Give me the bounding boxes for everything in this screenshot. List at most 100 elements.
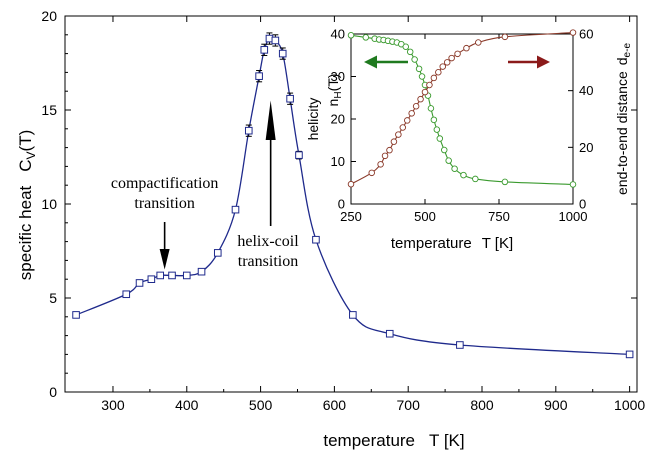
end-to-end-point xyxy=(386,146,393,154)
inset-right-tick-label: 0 xyxy=(579,197,586,212)
inset-right-tick-label: 60 xyxy=(579,27,593,42)
annotation-line: transition xyxy=(134,195,194,212)
inset-x-tick-label: 250 xyxy=(340,209,362,224)
annotation-helix-coil: helix-coil transition xyxy=(237,233,299,270)
helicity-point xyxy=(362,34,370,41)
helicity-arrow-head xyxy=(364,55,377,69)
annotation-line: helix-coil xyxy=(237,233,299,250)
inset-x-tick-label: 750 xyxy=(488,209,510,224)
data-point xyxy=(271,36,280,45)
x-tick-label: 800 xyxy=(470,397,494,413)
inset-left-axis-symbol: nH(T) xyxy=(325,74,344,107)
end-to-end-point xyxy=(426,81,433,89)
data-point xyxy=(349,311,357,319)
end-to-end-point xyxy=(377,161,384,168)
data-point xyxy=(312,235,320,244)
data-point xyxy=(255,72,263,80)
data-point xyxy=(156,271,165,280)
y-tick-label: 15 xyxy=(41,102,57,118)
helicity-point xyxy=(451,165,458,172)
end-to-end-point xyxy=(430,74,438,82)
end-to-end-point xyxy=(475,39,482,46)
helicity-point xyxy=(440,146,448,154)
helicity-point xyxy=(569,181,577,188)
end-to-end-point xyxy=(569,29,577,36)
inset-left-tick-label: 20 xyxy=(331,112,345,127)
annotation-compactification: compactification transition xyxy=(111,175,219,212)
end-to-end-point xyxy=(448,54,455,62)
end-to-end-point xyxy=(408,110,415,117)
x-tick-label: 900 xyxy=(544,397,568,413)
inset-left-axis-label: helicity xyxy=(305,98,321,141)
y-tick-label: 5 xyxy=(49,290,57,306)
data-point xyxy=(625,350,634,359)
helicity-point xyxy=(472,175,479,183)
helicity-point xyxy=(347,32,355,39)
y-axis-label: specific heatCV(T) xyxy=(16,130,38,281)
inset-x-tick-label: 500 xyxy=(414,209,436,224)
helicity-point xyxy=(402,43,410,51)
data-point xyxy=(182,271,191,280)
end-to-end-point xyxy=(395,131,402,138)
helicity-point xyxy=(445,157,452,164)
helicity-point xyxy=(406,48,414,56)
data-point xyxy=(244,126,253,135)
helicity-point xyxy=(436,135,444,142)
inset-left-tick-label: 10 xyxy=(331,154,345,169)
end-to-end-point xyxy=(390,138,398,145)
inset-x-tick-label: 1000 xyxy=(559,209,588,224)
inset-markers xyxy=(347,29,577,188)
helicity-point xyxy=(433,126,441,133)
data-point xyxy=(213,249,222,257)
inset-left-tick-label: 30 xyxy=(331,69,345,84)
annotation-line: transition xyxy=(238,253,298,270)
helicity-point xyxy=(415,65,423,73)
inset-right-tick-label: 20 xyxy=(579,140,593,155)
inset-right-tick-label: 40 xyxy=(579,83,593,98)
data-point xyxy=(286,94,294,103)
end-to-end-point xyxy=(399,124,407,131)
data-point xyxy=(168,271,176,280)
end-to-end-point xyxy=(439,63,447,70)
helicity-point xyxy=(460,171,467,179)
end-to-end-point xyxy=(443,59,451,66)
y-tick-label: 10 xyxy=(41,196,57,212)
data-point xyxy=(456,341,464,349)
data-point xyxy=(122,290,131,299)
annotation-arrow-head xyxy=(159,249,170,270)
inset-arrows xyxy=(364,55,550,69)
x-tick-label: 400 xyxy=(175,397,199,413)
x-tick-label: 700 xyxy=(397,397,421,413)
inset-left-tick-label: 40 xyxy=(331,27,345,42)
end-to-end-point xyxy=(501,33,509,41)
data-point xyxy=(385,329,394,338)
data-point xyxy=(278,49,287,58)
specific-heat-markers xyxy=(72,34,634,359)
end-to-end-point xyxy=(421,88,429,96)
annotation-arrow-head xyxy=(265,100,276,140)
end-to-end-point xyxy=(381,152,389,160)
end-to-end-point xyxy=(435,68,442,76)
x-tick-label: 300 xyxy=(101,397,125,413)
inset-right-axis-label: end-to-end distancede-e xyxy=(614,43,633,195)
helicity-point xyxy=(427,105,435,112)
x-tick-label: 500 xyxy=(249,397,273,413)
end-to-end-point xyxy=(454,50,461,58)
helicity-point xyxy=(430,116,438,124)
data-point xyxy=(260,46,269,54)
annotation-line: compactification xyxy=(111,175,219,192)
inset-left-tick-label: 0 xyxy=(338,197,345,212)
end-to-end-point xyxy=(463,44,470,52)
x-axis-label: temperature T [K] xyxy=(323,431,464,450)
end-to-end-point xyxy=(347,180,355,188)
helicity-point xyxy=(418,73,426,80)
x-tick-label: 600 xyxy=(323,397,347,413)
data-point xyxy=(197,267,206,276)
data-point xyxy=(135,279,144,287)
x-tick-label: 1000 xyxy=(614,397,645,413)
